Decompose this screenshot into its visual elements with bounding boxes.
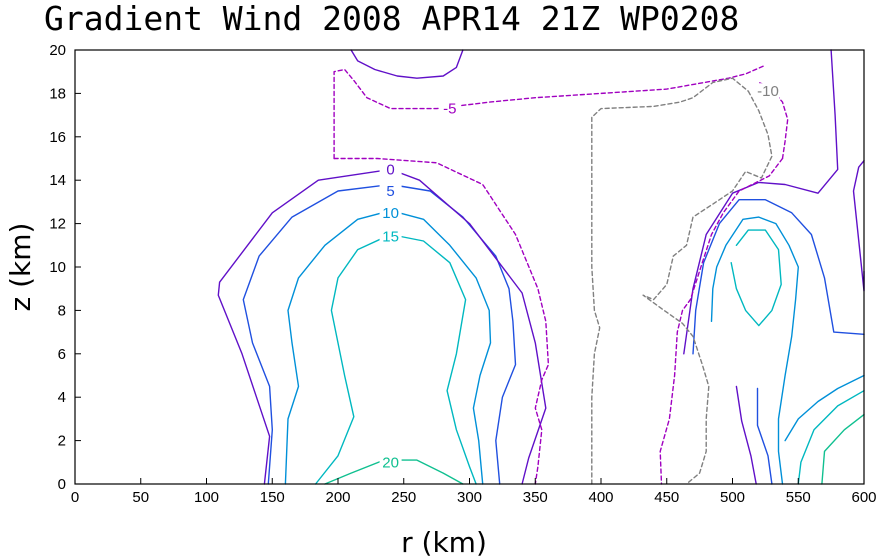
contour-label: 10: [382, 205, 399, 222]
contour-label: 15: [382, 229, 399, 246]
contour-label-bg: [379, 454, 402, 471]
plot-frame: [74, 49, 865, 485]
contour-labels: 20 15 10 5 0 -5 -10: [379, 83, 780, 471]
x-tick-label: 300: [457, 489, 482, 506]
contour-line-level-0-3: [852, 160, 865, 292]
contour-line-level-neg10-0: [591, 77, 749, 485]
contour-line-level-5-2: [756, 387, 773, 485]
x-tick-label: 150: [260, 489, 285, 506]
contour-line-level-5-0: [242, 183, 517, 485]
contour-line-level-10-0: [284, 209, 492, 485]
contour-line-level-0-4: [735, 385, 757, 485]
x-tick-label: 500: [720, 489, 745, 506]
contour-line-level-15-0: [314, 233, 477, 485]
contour-line-level-0-0: [217, 168, 547, 485]
x-tick-label: 100: [194, 489, 219, 506]
contour-line-level-15-2: [797, 390, 865, 485]
contour-line-level-neg5-0: [333, 64, 767, 160]
contour-lines: [217, 49, 865, 485]
contour-label-bg: [379, 161, 402, 178]
y-tick-label: 4: [58, 389, 66, 406]
y-tick-label: 0: [58, 476, 66, 493]
x-tick-label: 200: [325, 489, 350, 506]
y-tick-label: 2: [58, 433, 66, 450]
x-tick-label: 50: [132, 489, 149, 506]
contour-label: -5: [443, 101, 456, 118]
contour-label: 20: [382, 454, 399, 471]
x-tick-label: 550: [786, 489, 811, 506]
contour-line-level-neg5-3: [659, 157, 784, 485]
x-axis-label: r (km): [401, 526, 487, 559]
x-tick-label: 0: [71, 489, 79, 506]
contour-label-bg: [379, 183, 402, 200]
contour-line-level-neg10-1: [642, 90, 773, 485]
contour-line-level-15-1: [730, 229, 782, 327]
chart-title: Gradient Wind 2008 APR14 21Z WP0208: [44, 0, 739, 38]
x-tick-label: 600: [851, 489, 876, 506]
x-tick-label: 250: [391, 489, 416, 506]
contour-line-level-20-1: [821, 413, 865, 485]
y-tick-label: 18: [49, 85, 66, 102]
contour-label-bg: [757, 83, 780, 100]
contour-line-level-0-2: [683, 49, 839, 355]
y-axis-label: z (km): [4, 223, 37, 312]
x-tick-label: 350: [523, 489, 548, 506]
contour-label-bg: [379, 204, 402, 221]
contour-label-bg: [379, 228, 402, 245]
y-tick-label: 10: [49, 259, 66, 276]
contour-label: -10: [757, 83, 779, 100]
y-tick-label: 6: [58, 346, 66, 363]
y-tick-label: 14: [49, 172, 66, 189]
x-tick-label: 400: [588, 489, 613, 506]
y-tick-label: 20: [49, 42, 66, 59]
contour-line-level-0-1: [350, 49, 464, 79]
y-tick-label: 8: [58, 302, 66, 319]
contour-line-level-10-2: [784, 374, 865, 442]
contour-line-level-neg5-2: [333, 157, 550, 485]
x-axis: 0 50 100 150 200 250 300 350 400 450 500 550 600: [71, 478, 877, 506]
contour-label-bg: [438, 100, 461, 117]
contour-line-level-10-1: [710, 216, 799, 485]
y-tick-label: 12: [49, 216, 66, 233]
y-axis: 0 2 4 6 8 10 12 14 16 18 20: [49, 42, 81, 493]
contour-label: 5: [386, 183, 394, 200]
contour-line-level-5-1: [692, 199, 865, 355]
x-tick-label: 450: [654, 489, 679, 506]
contour-label: 0: [386, 161, 394, 178]
y-tick-label: 16: [49, 129, 66, 146]
